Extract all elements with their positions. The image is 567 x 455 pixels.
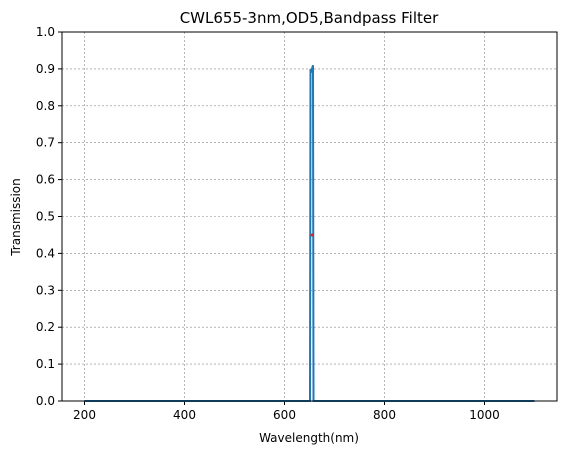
x-tick-label: 1000: [469, 408, 500, 422]
y-tick-label: 0.8: [36, 99, 55, 113]
x-tick-label: 800: [373, 408, 396, 422]
y-tick-label: 0.0: [36, 394, 55, 408]
y-tick-label: 1.0: [36, 25, 55, 39]
x-axis-label: Wavelength(nm): [259, 431, 359, 445]
y-tick-label: 0.4: [36, 246, 55, 260]
y-tick-label: 0.2: [36, 320, 55, 334]
y-tick-label: 0.3: [36, 283, 55, 297]
data-line: [84, 64, 535, 402]
marker-point: [310, 233, 314, 237]
y-tick-label: 0.9: [36, 62, 55, 76]
y-tick-label: 0.6: [36, 173, 55, 187]
y-axis-label: Transmission: [9, 178, 23, 257]
x-tick-label: 600: [273, 408, 296, 422]
x-tick-label: 200: [73, 408, 96, 422]
x-tick-label: 400: [173, 408, 196, 422]
chart-title: CWL655-3nm,OD5,Bandpass Filter: [180, 9, 439, 27]
y-tick-label: 0.5: [36, 210, 55, 224]
y-tick-label: 0.1: [36, 357, 55, 371]
y-tick-label: 0.7: [36, 136, 55, 150]
plot-frame: [61, 31, 558, 402]
